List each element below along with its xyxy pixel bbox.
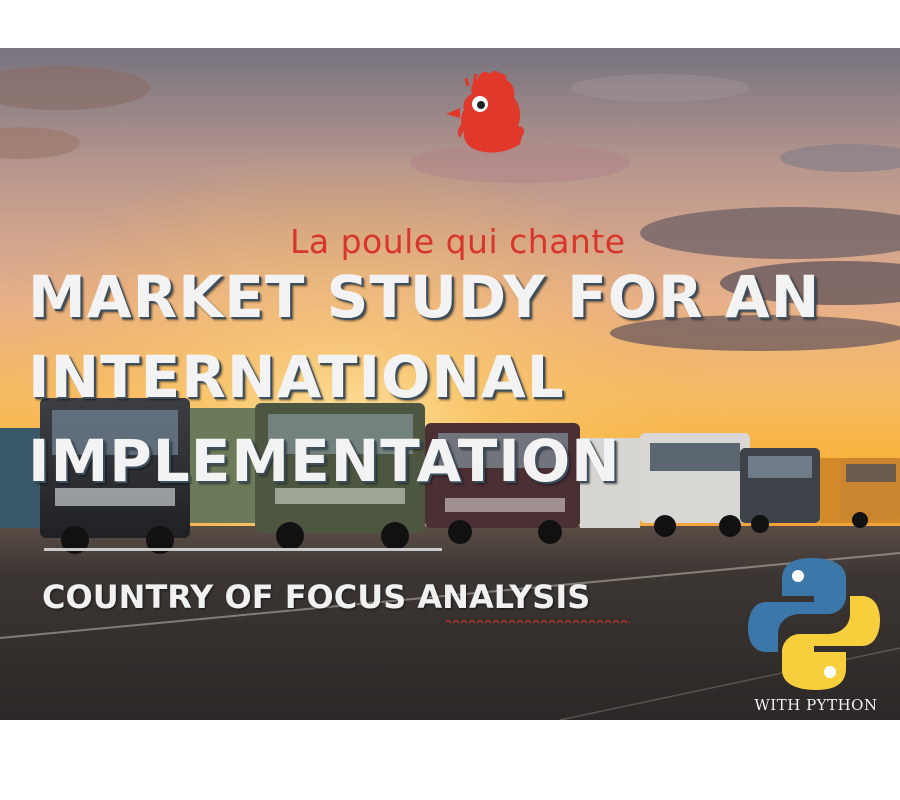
brand-name: La poule qui chante xyxy=(290,222,626,261)
truck-row xyxy=(0,398,900,554)
spellcheck-underline xyxy=(446,620,631,623)
subtitle: COUNTRY OF FOCUS ANALYSIS xyxy=(42,578,591,616)
title-line-2: INTERNATIONAL xyxy=(28,343,565,411)
title-divider xyxy=(44,548,442,551)
cover-slide: La poule qui chante MARKET STUDY FOR AN … xyxy=(0,48,900,720)
hen-icon xyxy=(446,71,525,153)
title-line-1: MARKET STUDY FOR AN xyxy=(28,263,821,331)
python-caption: WITH PYTHON xyxy=(754,696,878,714)
python-logo-icon xyxy=(748,558,880,690)
clouds xyxy=(0,66,900,351)
title-line-3: IMPLEMENTATION xyxy=(28,427,621,495)
